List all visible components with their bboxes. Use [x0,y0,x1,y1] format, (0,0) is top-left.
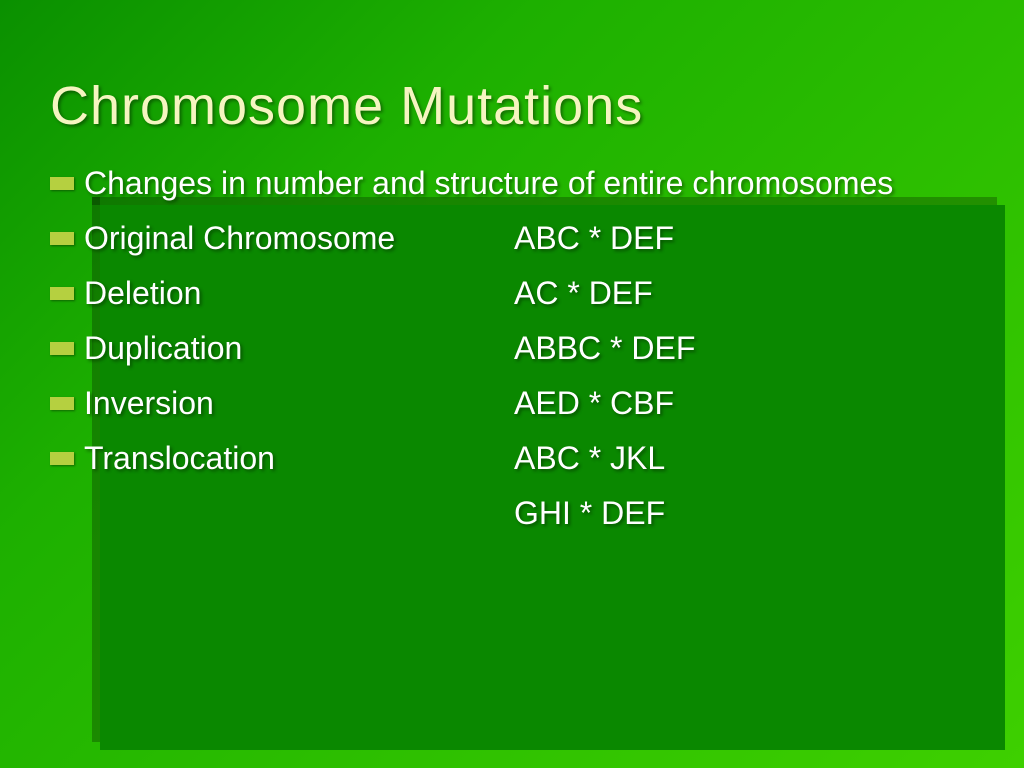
item-row: Changes in number and structure of entir… [84,165,974,202]
bullet-icon [50,397,74,410]
bullet-icon [50,232,74,245]
item-label: Original Chromosome [84,220,514,257]
bullet-icon [50,342,74,355]
slide-title: Chromosome Mutations [50,75,974,137]
item-text: Changes in number and structure of entir… [84,165,974,202]
slide-content: Chromosome Mutations Changes in number a… [0,0,1024,532]
bullet-icon [50,177,74,190]
item-value: ABC * JKL [514,440,974,477]
item-row: Original ChromosomeABC * DEF [84,220,974,257]
item-value: GHI * DEF [514,495,974,532]
list-item: DuplicationABBC * DEF [50,330,974,367]
list-item: TranslocationABC * JKL [50,440,974,477]
item-value: AED * CBF [514,385,974,422]
bullet-icon [50,452,74,465]
item-row: DuplicationABBC * DEF [84,330,974,367]
list-item: DeletionAC * DEF [50,275,974,312]
item-row: DeletionAC * DEF [84,275,974,312]
item-label: Duplication [84,330,514,367]
item-label: Deletion [84,275,514,312]
item-label [84,495,514,532]
item-value: ABC * DEF [514,220,974,257]
item-row: TranslocationABC * JKL [84,440,974,477]
bullet-list: Changes in number and structure of entir… [50,165,974,532]
item-label: Inversion [84,385,514,422]
bullet-icon [50,287,74,300]
list-item: Changes in number and structure of entir… [50,165,974,202]
list-item: GHI * DEF [50,495,974,532]
list-item: Original ChromosomeABC * DEF [50,220,974,257]
item-row: InversionAED * CBF [84,385,974,422]
item-value: ABBC * DEF [514,330,974,367]
list-item: InversionAED * CBF [50,385,974,422]
item-row: GHI * DEF [84,495,974,532]
item-value: AC * DEF [514,275,974,312]
item-label: Translocation [84,440,514,477]
